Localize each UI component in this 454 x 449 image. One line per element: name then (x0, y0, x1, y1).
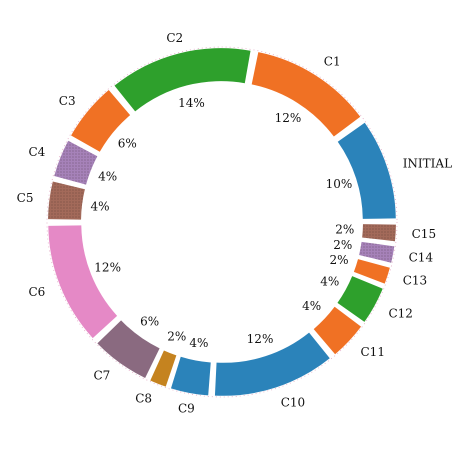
segment-c8 (150, 350, 177, 387)
category-label-c5: C5 (17, 191, 34, 205)
category-label-c13: C13 (403, 274, 427, 288)
category-label-c3: C3 (59, 94, 76, 108)
segment-c14-hatch (359, 241, 395, 263)
category-label-c8: C8 (135, 392, 152, 406)
segment-c15-hatch (362, 224, 396, 242)
percent-label-c4: 4% (98, 170, 117, 184)
category-label-initial: INITIAL (403, 156, 452, 170)
outer-guide-ring (46, 46, 398, 398)
percent-label-c14: 2% (333, 238, 352, 252)
segment-c5-hatch (48, 181, 85, 220)
percent-label-c3: 6% (118, 137, 137, 151)
category-label-c10: C10 (281, 396, 305, 410)
category-label-c2: C2 (166, 31, 183, 45)
segment-c13 (353, 259, 390, 284)
segment-c7 (97, 320, 160, 379)
percent-label-c2: 14% (178, 96, 205, 110)
segment-initial (337, 122, 396, 219)
percent-label-c5: 4% (90, 200, 109, 214)
segment-c1 (251, 52, 361, 137)
segment-c2 (114, 48, 251, 112)
percent-label-c10: 12% (247, 332, 274, 346)
segment-c4-hatch (54, 140, 98, 185)
category-label-c9: C9 (178, 402, 195, 416)
percent-label-initial: 10% (326, 177, 353, 191)
segment-c9 (170, 356, 211, 396)
category-label-c4: C4 (29, 145, 46, 159)
segment-c12 (337, 276, 383, 322)
percent-label-c9: 4% (189, 336, 208, 350)
percent-label-c13: 2% (329, 253, 348, 267)
percent-label-c11: 4% (302, 299, 321, 313)
category-label-c7: C7 (93, 369, 110, 383)
percent-label-c12: 4% (320, 274, 339, 288)
category-label-c14: C14 (409, 251, 434, 265)
percent-label-c7: 6% (140, 315, 159, 329)
category-label-c1: C1 (324, 55, 341, 69)
category-label-c15: C15 (412, 227, 436, 241)
percent-label-c1: 12% (275, 111, 302, 125)
segment-c3 (71, 89, 131, 152)
percent-label-c15: 2% (335, 223, 354, 237)
percent-label-c6: 12% (94, 260, 121, 274)
segment-c11 (313, 306, 362, 355)
category-label-c11: C11 (361, 345, 385, 359)
percent-label-c8: 2% (167, 329, 186, 343)
segment-c10 (214, 332, 330, 396)
segment-c6 (48, 225, 118, 339)
donut-labels: INITIAL10%C112%C214%C36%C44%C54%C612%C76… (17, 31, 452, 416)
category-label-c12: C12 (388, 307, 412, 321)
category-label-c6: C6 (29, 285, 46, 299)
donut-segments (48, 48, 396, 396)
